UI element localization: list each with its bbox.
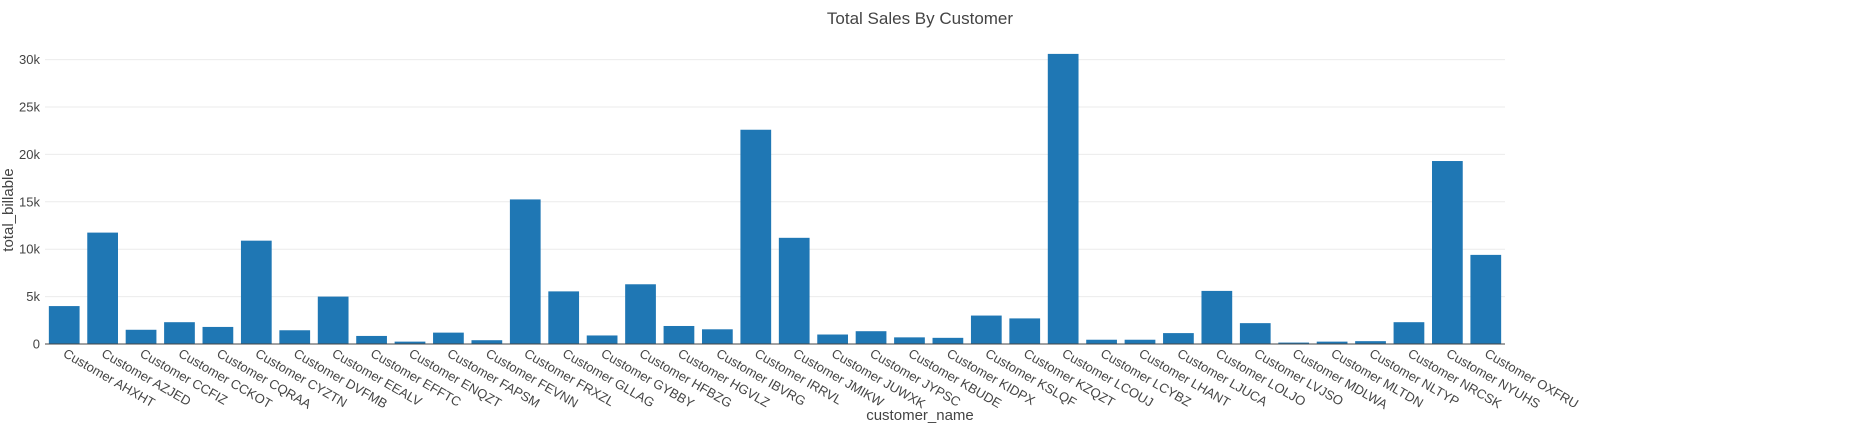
bar xyxy=(932,337,964,344)
bar xyxy=(1086,339,1117,344)
bar xyxy=(663,325,695,344)
y-tick-label: 0 xyxy=(33,337,40,352)
bar xyxy=(586,335,618,344)
bar xyxy=(1355,341,1386,344)
bar xyxy=(1432,161,1463,344)
bar xyxy=(125,329,157,344)
bar xyxy=(855,331,887,344)
bar xyxy=(433,332,464,344)
bar xyxy=(509,199,541,344)
bar xyxy=(1278,342,1310,344)
y-axis-title: total_billable xyxy=(0,168,17,251)
bar xyxy=(164,322,195,344)
gridlines xyxy=(45,59,1505,298)
bar xyxy=(356,335,387,344)
bar xyxy=(1239,323,1271,344)
bar xyxy=(817,334,848,344)
bar xyxy=(1201,290,1233,344)
bar xyxy=(87,232,118,344)
bar xyxy=(625,284,656,344)
bar xyxy=(1470,254,1502,344)
bar xyxy=(1393,322,1425,344)
bar xyxy=(471,340,503,344)
bar xyxy=(1124,339,1156,344)
bar xyxy=(894,337,925,344)
bar xyxy=(48,306,80,344)
bar xyxy=(394,341,426,344)
bar xyxy=(702,329,733,344)
bar xyxy=(317,296,349,344)
bar xyxy=(1009,318,1041,344)
bar xyxy=(1316,341,1348,344)
bar xyxy=(240,240,272,344)
bar xyxy=(279,330,311,344)
bar xyxy=(1163,333,1194,344)
bar xyxy=(202,326,234,344)
y-tick-label: 30k xyxy=(19,52,40,67)
bar xyxy=(970,315,1002,344)
y-tick-label: 10k xyxy=(19,242,40,257)
chart-title: Total Sales By Customer xyxy=(827,9,1013,28)
bar xyxy=(1047,53,1079,344)
y-tick-label: 25k xyxy=(19,99,40,114)
bars xyxy=(48,53,1502,344)
y-tick-label: 20k xyxy=(19,147,40,162)
bar xyxy=(778,237,810,344)
y-axis-ticks: 0 5k 10k 15k 20k 25k 30k xyxy=(19,52,40,351)
y-tick-label: 5k xyxy=(26,289,40,304)
bar xyxy=(548,291,580,344)
x-axis-title: customer_name xyxy=(866,407,974,424)
y-tick-label: 15k xyxy=(19,194,40,209)
bar xyxy=(740,129,772,344)
